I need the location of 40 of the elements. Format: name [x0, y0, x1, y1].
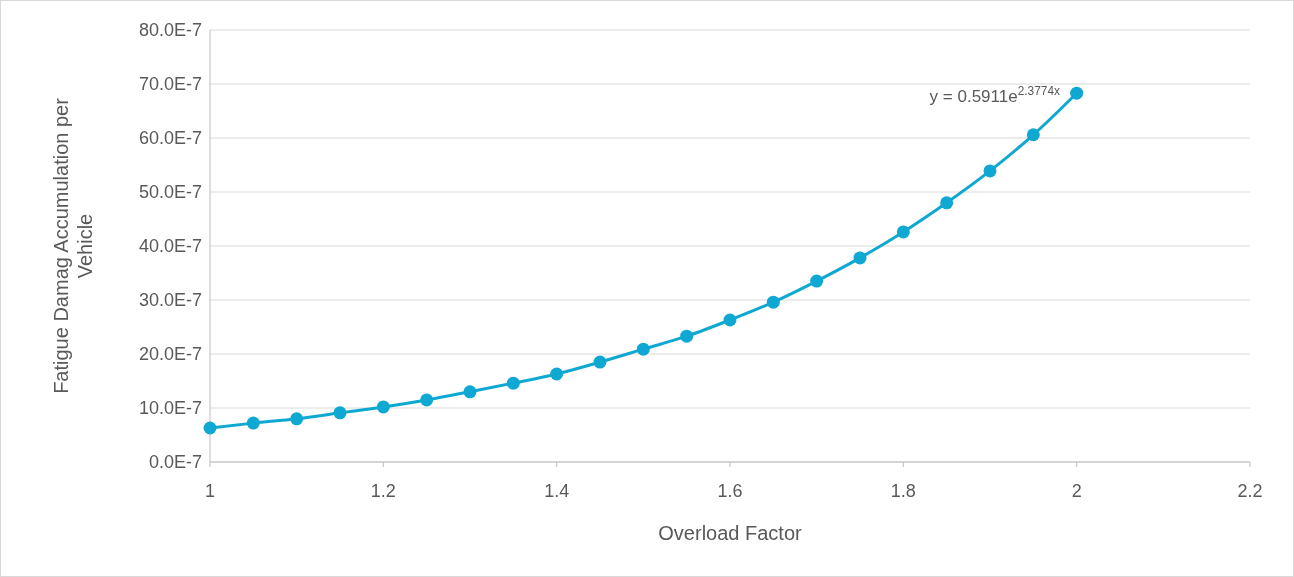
- point: [420, 393, 434, 407]
- point: [506, 376, 520, 390]
- point: [290, 412, 304, 426]
- y-tick-label: 10.0E-7: [138, 398, 202, 419]
- point: [766, 295, 780, 309]
- point: [593, 355, 607, 369]
- x-tick-label: 1: [204, 481, 216, 501]
- y-tick-label: 80.0E-7: [138, 20, 202, 41]
- x-tick-label: 1.4: [544, 481, 570, 501]
- point: [463, 385, 477, 399]
- point: [636, 342, 650, 356]
- point: [680, 329, 694, 343]
- x-tick-label: 2.2: [1237, 481, 1263, 501]
- x-axis-title: Overload Factor: [658, 522, 803, 544]
- point: [723, 313, 737, 327]
- point: [550, 367, 564, 381]
- point: [810, 274, 824, 288]
- point: [246, 416, 260, 430]
- point: [1070, 86, 1084, 100]
- point: [853, 251, 867, 265]
- y-tick-label: 30.0E-7: [138, 290, 202, 311]
- y-tick-label: 40.0E-7: [138, 236, 202, 257]
- y-axis-title: Fatigue Damag Accumulation per Vehicle: [50, 97, 96, 394]
- x-tick-label: 1.6: [717, 481, 743, 501]
- x-tick-label: 2: [1071, 481, 1082, 501]
- x-tick-label: 1.2: [370, 481, 396, 501]
- point: [896, 225, 910, 239]
- point: [203, 421, 217, 435]
- point: [983, 164, 997, 178]
- point: [1026, 128, 1040, 142]
- x-tick-label: 1.8: [890, 481, 916, 501]
- point: [333, 406, 347, 420]
- y-tick-label: 50.0E-7: [138, 182, 202, 203]
- y-tick-label: 60.0E-7: [138, 128, 202, 149]
- y-tick-label: 0.0E-7: [148, 452, 202, 473]
- point: [940, 196, 954, 210]
- annotation: y = 0.5911e$^{2.3774x}$: [929, 84, 1061, 106]
- y-tick-label: 20.0E-7: [138, 344, 202, 365]
- y-tick-label: 70.0E-7: [138, 74, 202, 95]
- point: [376, 400, 390, 414]
